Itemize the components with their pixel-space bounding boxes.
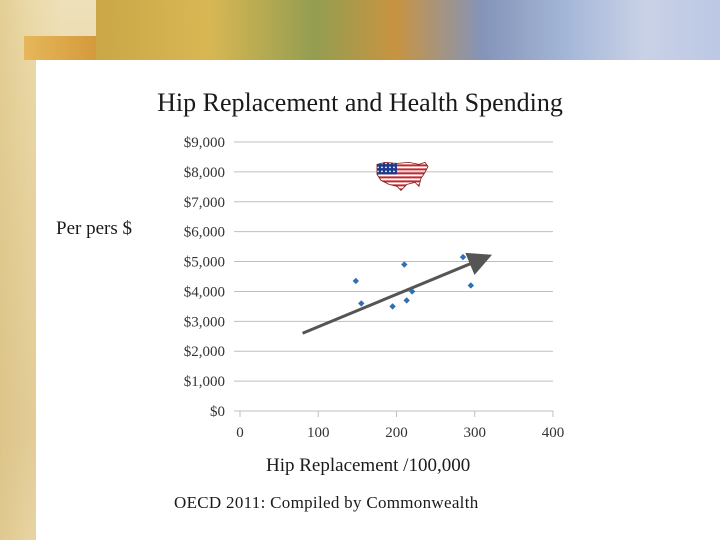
y-tick-label: $7,000	[184, 195, 225, 211]
decorative-banner	[96, 0, 720, 60]
y-tick-label: $5,000	[184, 255, 225, 271]
data-point	[459, 253, 467, 261]
y-tick-label: $4,000	[184, 284, 225, 300]
flag-star	[385, 162, 387, 165]
y-tick-label: $8,000	[184, 165, 225, 181]
y-tick-label: $9,000	[184, 135, 225, 151]
y-tick-label: $3,000	[184, 314, 225, 330]
flag-stripe	[376, 176, 428, 179]
decorative-strip	[24, 36, 96, 60]
data-point	[403, 297, 410, 304]
x-axis-title: Hip Replacement /100,000	[266, 455, 471, 476]
x-tick-label: 400	[542, 425, 565, 441]
y-tick-label: $6,000	[184, 225, 225, 241]
x-tick-labels: 0 100 200 300 400	[236, 425, 564, 441]
x-tick-label: 300	[464, 425, 487, 441]
y-tick-label: $0	[210, 404, 225, 420]
data-point	[408, 288, 416, 295]
flag-star	[389, 170, 391, 173]
flag-star	[377, 166, 379, 169]
flag-stripe	[376, 164, 428, 167]
flag-star	[393, 170, 395, 173]
y-tick-label: $2,000	[184, 344, 225, 360]
flag-star	[389, 166, 391, 169]
flag-star	[385, 170, 387, 173]
source-note: OECD 2011: Compiled by Commonwealth	[174, 493, 479, 512]
y-tick-label: $1,000	[184, 374, 225, 390]
flag-stripe	[376, 172, 428, 175]
flag-stripe	[376, 168, 428, 171]
data-point	[401, 261, 408, 268]
data-point	[467, 282, 475, 289]
us-outline	[376, 161, 429, 191]
data-point	[389, 303, 396, 310]
flag-star	[381, 166, 383, 169]
flag-stripe	[375, 160, 431, 162]
data-point	[358, 300, 365, 307]
flag-star	[381, 170, 383, 173]
flag-stripe	[376, 184, 428, 187]
us-data-point	[375, 160, 431, 191]
data-points	[352, 253, 475, 310]
trendline-arrow	[302, 252, 493, 335]
flag-stripe	[376, 180, 428, 183]
gridlines	[234, 141, 554, 417]
slide-area	[36, 60, 720, 540]
trendline-group	[302, 252, 493, 335]
flag-star	[393, 166, 395, 169]
y-tick-labels: $0 $1,000 $2,000 $3,000 $4,000 $5,000 $6,000 $7…	[184, 135, 225, 420]
slide-title: Hip Replacement and Health Spending	[157, 88, 563, 117]
flag-star	[385, 166, 387, 169]
data-point	[352, 277, 360, 285]
x-tick-label: 100	[307, 425, 330, 441]
x-tick-label: 200	[385, 425, 408, 441]
y-axis-title: Per pers $	[56, 218, 132, 239]
flag-star	[377, 170, 379, 173]
us-flag-map-icon	[375, 160, 431, 191]
x-tick-label: 0	[236, 425, 244, 441]
